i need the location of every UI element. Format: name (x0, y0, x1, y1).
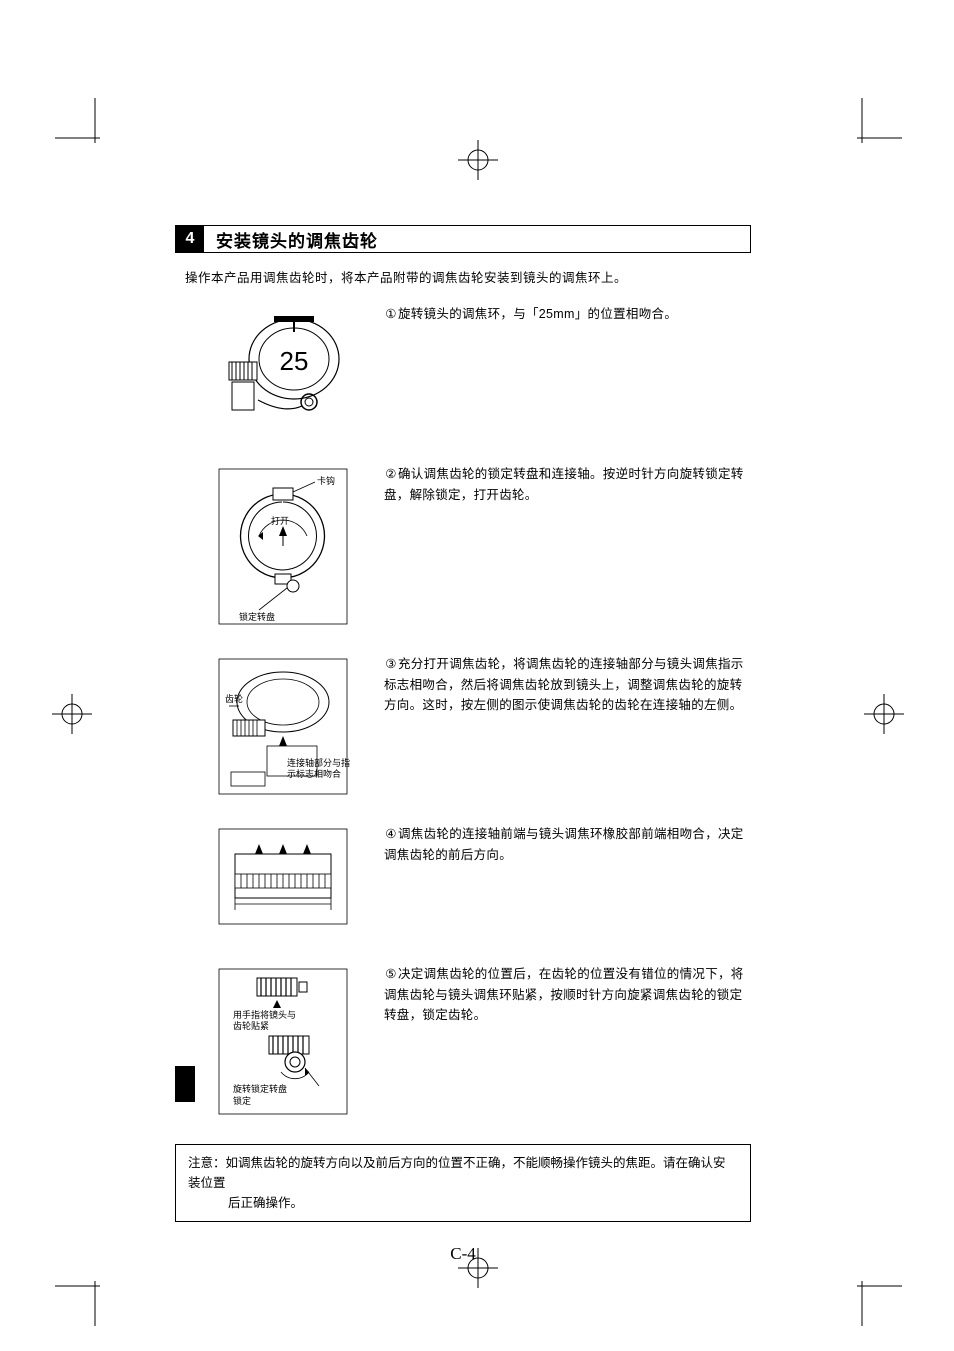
step-5-text: 决定调焦齿轮的位置后，在齿轮的位置没有错位的情况下，将调焦齿轮与镜头调焦环贴紧，… (384, 967, 744, 1022)
step-2: 卡钩 打开 锁定转盘 ②确认调焦齿轮的锁定转盘和连接轴。按逆时针方向旋转锁定转盘… (175, 464, 751, 634)
step-1-marker: ① (384, 304, 398, 325)
step-4: ④调焦齿轮的连接轴前端与镜头调焦环橡胶部前端相吻合，决定调焦齿轮的前后方向。 (175, 824, 751, 944)
step-3-marker: ③ (384, 654, 398, 675)
fig3-align1-label: 连接轴部分与指 (287, 757, 350, 768)
fig5-rotate-label: 旋转锁定转盘 (233, 1083, 287, 1094)
step-3-text: 充分打开调焦齿轮，将调焦齿轮的连接轴部分与镜头调焦指示标志相吻合，然后将调焦齿轮… (384, 657, 744, 712)
note-box: 注意：如调焦齿轮的旋转方向以及前后方向的位置不正确，不能顺畅操作镜头的焦距。请在… (175, 1144, 751, 1222)
note-line2: 后正确操作。 (188, 1193, 738, 1213)
figure-2: 卡钩 打开 锁定转盘 (211, 464, 356, 629)
step-5-marker: ⑤ (384, 964, 398, 985)
page-number: C-4 (175, 1244, 751, 1264)
fig5-press2-label: 齿轮贴紧 (233, 1020, 269, 1031)
figure-5: 用手指将镜头与 齿轮贴紧 旋转锁定转盘 锁定 (211, 964, 356, 1119)
fig2-hook-label: 卡钩 (317, 475, 335, 486)
step-4-text: 调焦齿轮的连接轴前端与镜头调焦环橡胶部前端相吻合，决定调焦齿轮的前后方向。 (384, 827, 744, 862)
fig3-gear-label: 齿轮 (225, 693, 243, 704)
step-2-marker: ② (384, 464, 398, 485)
fig5-lock-label: 锁定 (233, 1095, 251, 1106)
page-content: 4 安装镜头的调焦齿轮 操作本产品用调焦齿轮时，将本产品附带的调焦齿轮安装到镜头… (175, 225, 751, 1264)
step-5: 用手指将镜头与 齿轮贴紧 旋转锁定转盘 锁定 ⑤决定调焦齿轮的位置后，在齿轮的位… (175, 964, 751, 1124)
figure-4 (211, 824, 356, 929)
note-line1: 如调焦齿轮的旋转方向以及前后方向的位置不正确，不能顺畅操作镜头的焦距。请在确认安… (188, 1156, 726, 1190)
step-1: 25 ①旋转镜头的调焦环，与「25mm」的位置相吻合。 (175, 304, 751, 444)
step-3: 齿轮 连接轴部分与指 示标志相吻合 ③充分打开调焦齿轮，将调焦齿轮的连接轴部分与… (175, 654, 751, 804)
figure-3: 齿轮 连接轴部分与指 示标志相吻合 (211, 654, 356, 799)
note-prefix: 注意： (188, 1156, 226, 1170)
figure-1: 25 (211, 304, 356, 424)
intro-text: 操作本产品用调焦齿轮时，将本产品附带的调焦齿轮安装到镜头的调焦环上。 (185, 267, 751, 286)
fig3-align2-label: 示标志相吻合 (287, 768, 341, 779)
section-number: 4 (176, 226, 204, 252)
section-header: 4 安装镜头的调焦齿轮 (175, 225, 751, 253)
fig5-press1-label: 用手指将镜头与 (233, 1009, 296, 1020)
fig2-dial-label: 锁定转盘 (239, 611, 275, 622)
fig1-value: 25 (279, 346, 308, 376)
section-title: 安装镜头的调焦齿轮 (204, 227, 378, 252)
step-1-text: 旋转镜头的调焦环，与「25mm」的位置相吻合。 (398, 307, 677, 321)
step-4-marker: ④ (384, 824, 398, 845)
step-2-text: 确认调焦齿轮的锁定转盘和连接轴。按逆时针方向旋转锁定转盘，解除锁定，打开齿轮。 (384, 467, 744, 502)
